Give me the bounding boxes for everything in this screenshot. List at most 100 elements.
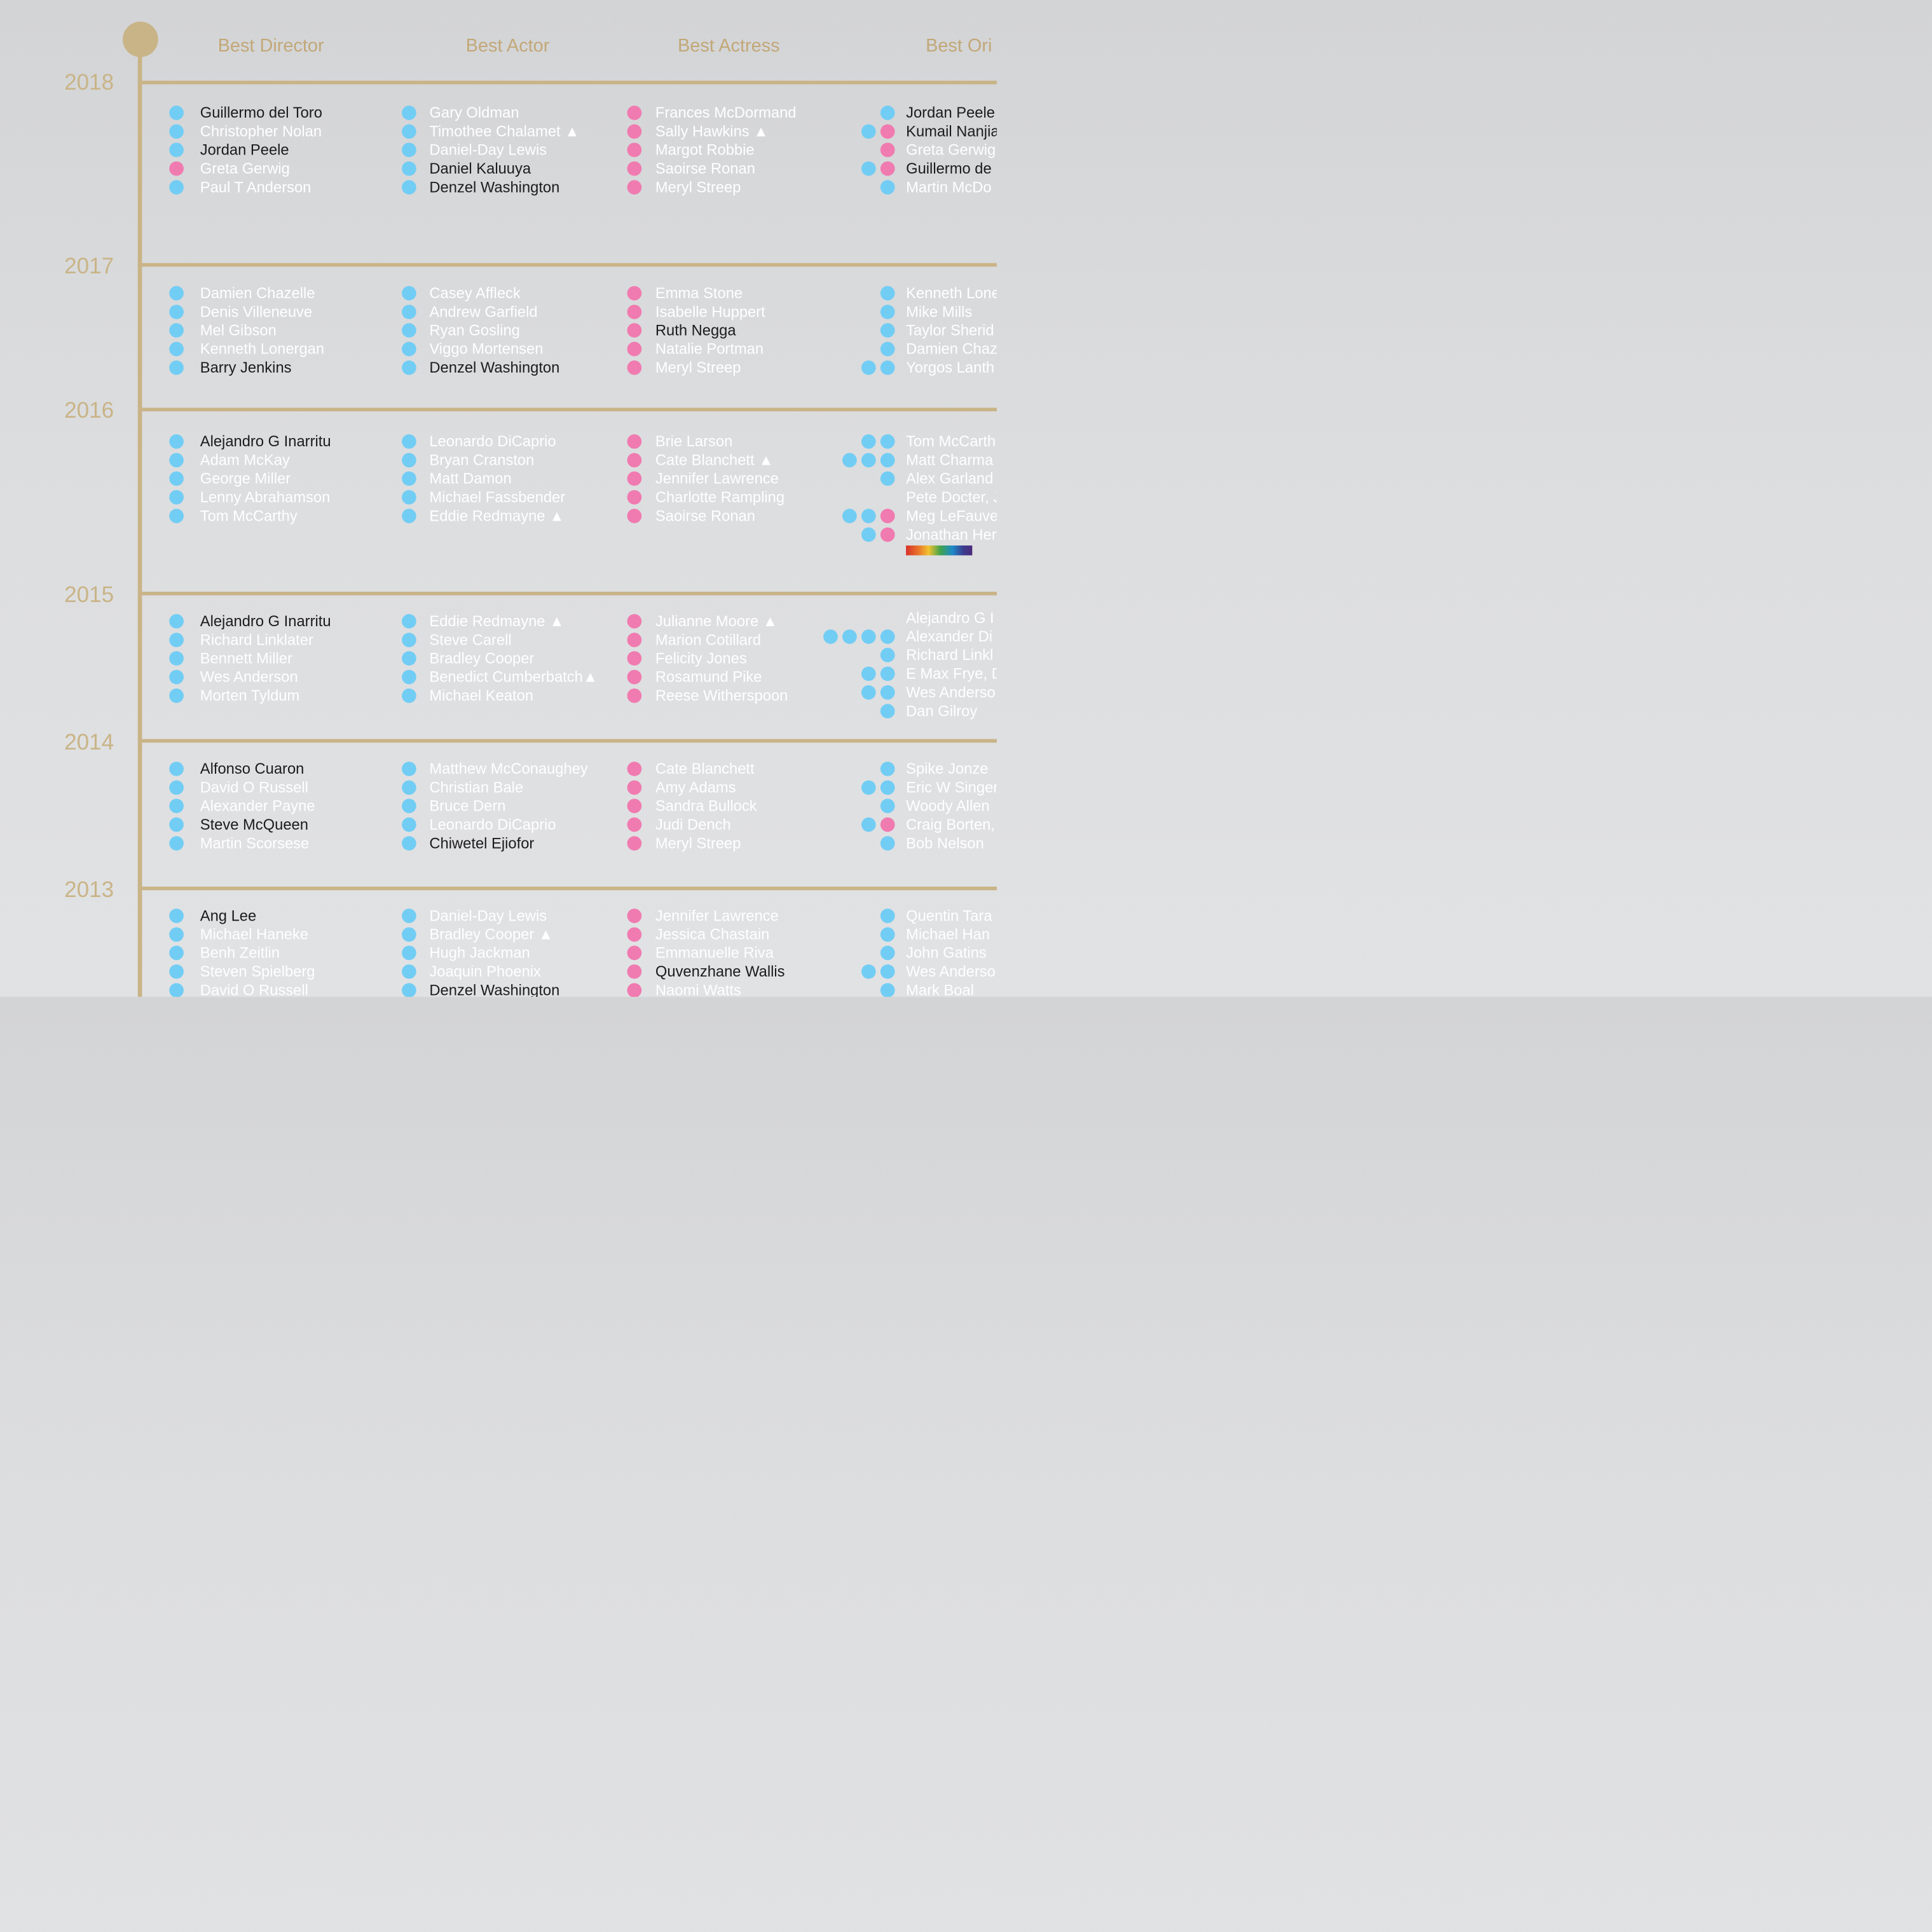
nominee-name: Daniel-Day Lewis bbox=[429, 141, 547, 158]
female-dot bbox=[627, 927, 642, 942]
nominee-name: Jordan Peele bbox=[906, 104, 995, 121]
male-dot bbox=[880, 453, 895, 468]
nominee-name: Michael Keaton bbox=[429, 687, 534, 704]
year-divider bbox=[142, 886, 997, 891]
nominee-name: Matthew McConaughey bbox=[429, 760, 588, 778]
male-dot bbox=[880, 323, 895, 338]
nominee-name: Viggo Mortensen bbox=[429, 340, 544, 357]
nominee-name: Damien Chazelle bbox=[200, 284, 315, 302]
male-dot bbox=[861, 360, 876, 375]
female-dot bbox=[880, 817, 895, 832]
nominee-name: Tom McCarthy bbox=[200, 507, 298, 524]
male-dot bbox=[880, 704, 895, 718]
nominee-name: Alejandro G I bbox=[906, 609, 994, 626]
female-dot bbox=[627, 651, 642, 666]
year-label: 2018 bbox=[64, 69, 114, 95]
male-dot bbox=[169, 453, 184, 468]
female-dot bbox=[627, 908, 642, 923]
year-divider bbox=[142, 739, 997, 743]
nominee-name: Marion Cotillard bbox=[655, 631, 762, 648]
header-best-actress: Best Actress bbox=[677, 34, 780, 56]
nominee-name: Felicity Jones bbox=[655, 649, 747, 667]
nominee-name: Frances McDormand bbox=[655, 104, 797, 121]
nominee-name: Saoirse Ronan bbox=[655, 507, 755, 524]
timeline-start-marker bbox=[122, 22, 158, 57]
male-dot bbox=[880, 180, 895, 195]
nominee-name: Christian Bale bbox=[429, 778, 524, 796]
nominee-name: Matt Charma bbox=[906, 451, 994, 469]
male-dot bbox=[169, 836, 184, 851]
female-dot bbox=[169, 161, 184, 176]
nominee-name: Jennifer Lawrence bbox=[655, 470, 779, 487]
nominee-name: Steven Spielberg bbox=[200, 963, 315, 980]
male-dot bbox=[880, 836, 895, 851]
female-dot bbox=[627, 613, 642, 629]
nominee-name: Denzel Washington bbox=[429, 981, 560, 997]
female-dot bbox=[880, 509, 895, 523]
header-best-actor: Best Actor bbox=[465, 34, 550, 56]
nominee-name: Quvenzhane Wallis bbox=[655, 963, 785, 980]
male-dot bbox=[402, 509, 416, 523]
nominee-name: Daniel Kaluuya bbox=[429, 160, 531, 177]
nominee-name: Casey Affleck bbox=[429, 284, 521, 302]
nominee-name: Michael Fassbender bbox=[429, 488, 566, 506]
male-dot bbox=[402, 305, 416, 319]
male-dot bbox=[169, 323, 184, 338]
male-dot bbox=[169, 106, 184, 120]
male-dot bbox=[880, 945, 895, 961]
female-dot bbox=[627, 964, 642, 979]
male-dot bbox=[861, 817, 876, 832]
nominee-name: Jonathan Her bbox=[906, 525, 997, 543]
male-dot bbox=[842, 509, 857, 523]
female-dot bbox=[627, 490, 642, 505]
male-dot bbox=[402, 817, 416, 832]
female-dot bbox=[627, 341, 642, 357]
male-dot bbox=[402, 453, 416, 468]
male-dot bbox=[169, 180, 184, 195]
nominee-name: Woody Allen bbox=[906, 797, 990, 814]
nominee-name: George Miller bbox=[200, 470, 291, 487]
female-dot bbox=[627, 798, 642, 814]
nominee-name: Eric W Singer bbox=[906, 778, 997, 796]
male-dot bbox=[169, 434, 184, 449]
nominee-name: Jennifer Lawrence bbox=[655, 907, 779, 924]
nominee-name: Steve Carell bbox=[429, 631, 512, 648]
female-dot bbox=[627, 780, 642, 795]
female-dot bbox=[627, 285, 642, 301]
male-dot bbox=[169, 360, 184, 375]
female-dot bbox=[880, 124, 895, 139]
nominee-name: Rosamund Pike bbox=[655, 668, 762, 685]
male-dot bbox=[402, 983, 416, 997]
nominee-name: Hugh Jackman bbox=[429, 944, 530, 961]
nominee-name: Sally Hawkins ▲ bbox=[655, 122, 769, 140]
nominee-name: Alexander Payne bbox=[200, 797, 315, 814]
male-dot bbox=[169, 305, 184, 319]
male-dot bbox=[402, 285, 416, 301]
nominee-name: Andrew Garfield bbox=[429, 303, 538, 320]
male-dot bbox=[402, 180, 416, 195]
year-label: 2017 bbox=[64, 253, 114, 278]
male-dot bbox=[169, 490, 184, 505]
nominee-name: Amy Adams bbox=[655, 778, 736, 796]
nominee-name: Bryan Cranston bbox=[429, 451, 535, 469]
year-divider bbox=[142, 263, 997, 267]
male-dot bbox=[402, 633, 416, 647]
oscars-timeline-chart: Best Director Best Actor Best Actress Be… bbox=[0, 0, 997, 997]
male-dot bbox=[861, 453, 876, 468]
male-dot bbox=[402, 613, 416, 629]
nominee-name: Michael Han bbox=[906, 925, 990, 943]
nominee-name: John Gatins bbox=[906, 944, 987, 961]
female-dot bbox=[627, 180, 642, 195]
nominee-name: Martin Scorsese bbox=[200, 834, 310, 852]
nominee-name: Jessica Chastain bbox=[655, 925, 770, 943]
male-dot bbox=[880, 629, 895, 644]
male-dot bbox=[402, 927, 416, 942]
male-dot bbox=[169, 945, 184, 961]
female-dot bbox=[627, 453, 642, 468]
nominee-name: Mark Boal bbox=[906, 981, 974, 997]
nominee-name: Quentin Tara bbox=[906, 907, 992, 924]
male-dot bbox=[880, 762, 895, 776]
male-dot bbox=[169, 817, 184, 832]
nominee-name: Benh Zeitlin bbox=[200, 944, 280, 961]
male-dot bbox=[880, 780, 895, 795]
